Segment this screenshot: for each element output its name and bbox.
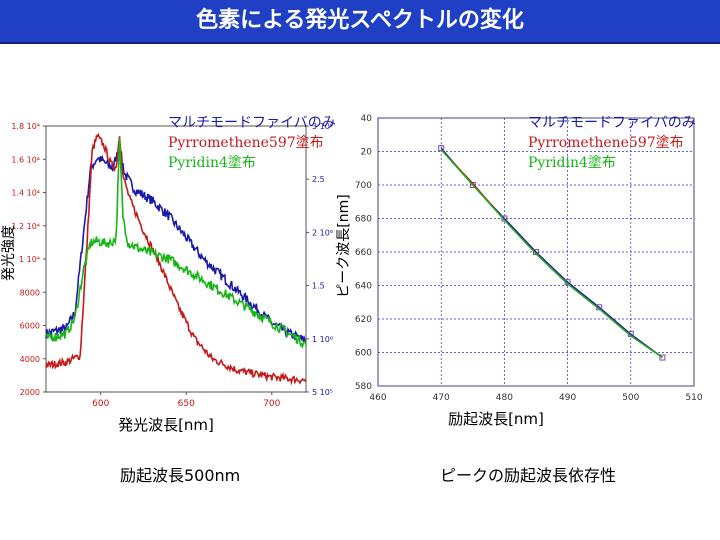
x-axis-tick-label: 510 [685,393,702,403]
y-axis-tick-label: 640 [355,282,372,292]
left-axis-tick-label: 1 10⁴ [19,255,40,264]
x-axis-tick-label: 500 [622,393,639,403]
series-line-2 [440,149,663,359]
spectrum-chart: 2000 4000 6000 8000 1 10⁴ 1.2 10⁴ 1.4 10⁴ 1.6 1… [1,122,333,434]
legend-pyrromethene: Pyrromethene597塗布 [168,135,324,151]
right-axis-tick-label: 1.5 [312,282,325,291]
legend-pyrromethene-right: Pyrromethene597塗布 [528,135,684,151]
x-axis-title: 励起波長[nm] [448,410,544,428]
left-axis-tick-label: 1.6 10⁴ [11,155,40,164]
x-axis-tick-label: 700 [263,399,280,409]
right-axis-tick-label: 2.5 [312,175,325,184]
left-axis-tick-label: 1.8 10⁴ [11,122,40,131]
left-axis-tick-label: 1.2 10⁴ [11,222,40,231]
y-axis-tick-label: 40 [361,114,373,124]
left-axis-tick-label: 2000 [20,388,40,397]
x-axis-tick-label: 470 [433,393,450,403]
x-axis-tick-label: 650 [178,399,195,409]
slide-title: 色素による発光スペクトルの変化 [196,8,524,33]
plot-frame [45,125,307,393]
left-caption: 励起波長500nm [120,466,241,485]
left-axis-tick-label: 1.4 10⁴ [11,189,40,198]
x-axis-tick-label: 480 [496,393,513,403]
y-axis-tick-label: 600 [355,349,372,359]
left-axis-tick-label: 6000 [20,322,40,331]
legend-multimode-right: マルチモードファイバのみ [528,115,696,131]
y-axis-tick-label: 580 [355,382,372,392]
y-axis-tick-label: 620 [355,315,372,325]
series-line-1 [45,132,307,386]
right-axis-tick-label: 5 10⁵ [312,388,333,397]
y-axis-title: ピーク波長[nm] [336,194,352,297]
left-axis-tick-label: 4000 [20,355,40,364]
y-axis-tick-label: 680 [355,215,372,225]
legend-pyridin: Pyridin4塗布 [168,155,256,171]
legend-multimode: マルチモードファイバのみ [168,115,336,131]
x-axis-title: 発光波長[nm] [118,416,214,434]
y-axis-tick-label: 660 [355,248,372,258]
peak-wavelength-chart: 460 470 480 490 500 510 580 600 620 640 660 680 700 2… [336,114,703,428]
right-axis-tick-label: 3 10⁶ [312,122,333,131]
left-axis-tick-label: 8000 [20,288,40,297]
y-axis-title: 発光強度 [1,225,17,281]
x-axis-tick-label: 490 [559,393,576,403]
x-axis-tick-label: 460 [369,393,386,403]
legend-pyridin-right: Pyridin4塗布 [528,155,616,171]
y-axis-tick-label: 700 [355,181,372,191]
x-axis-tick-label: 600 [92,399,109,409]
series-line-2 [45,138,307,350]
right-axis-tick-label: 1 10⁶ [312,335,333,344]
y-axis-tick-label: 20 [361,148,373,158]
right-axis-tick-label: 2 10⁶ [312,228,333,237]
right-caption: ピークの励起波長依存性 [440,466,617,485]
title-bar: 色素による発光スペクトルの変化 [0,0,720,44]
data-point [659,354,666,361]
